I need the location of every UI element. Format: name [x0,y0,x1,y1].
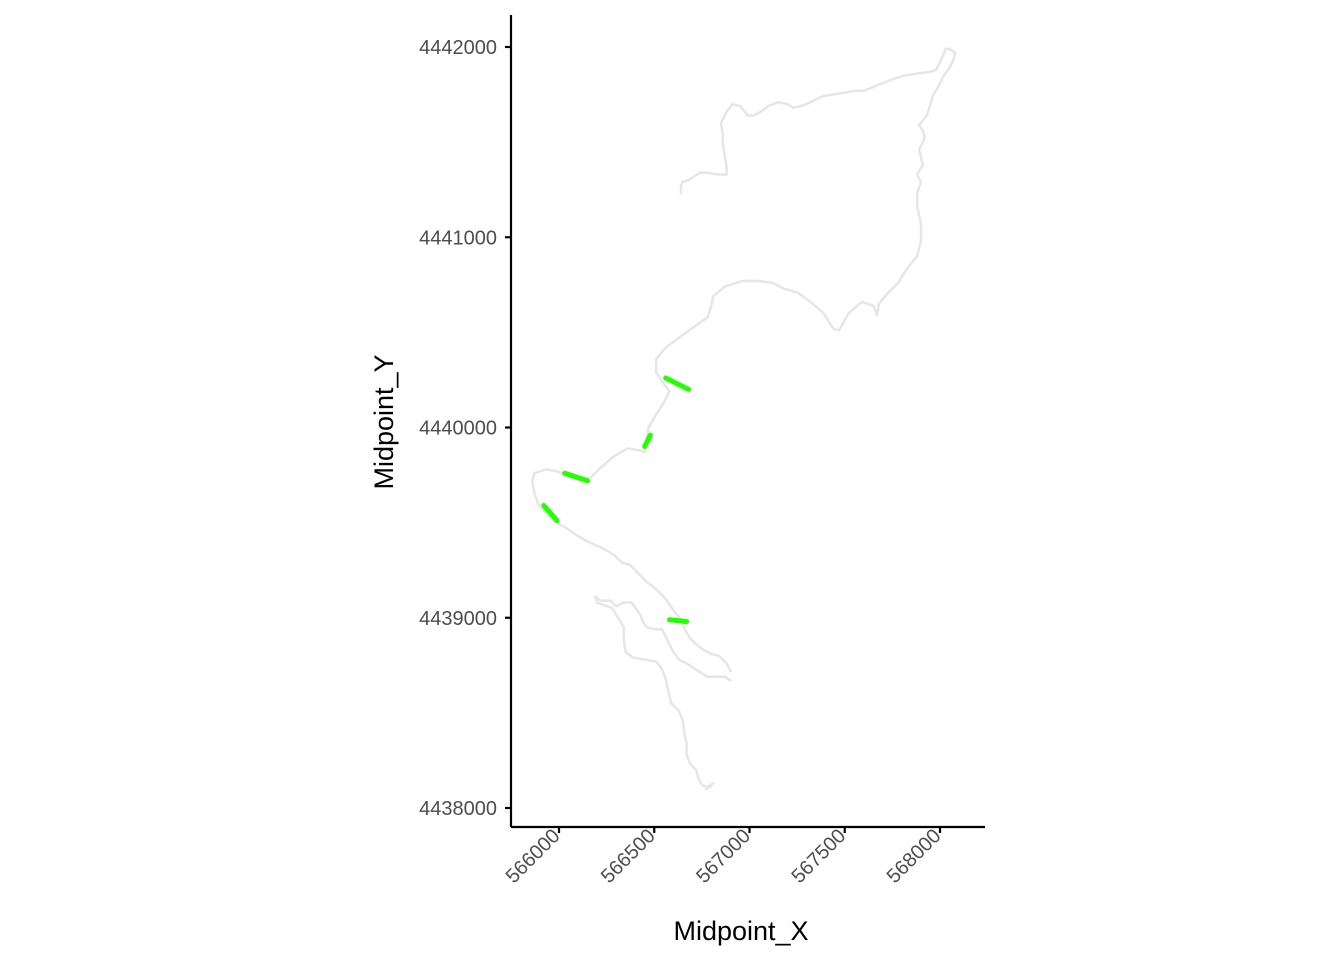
y-axis-title: Midpoint_Y [369,354,399,489]
highlighted-segment [562,470,591,484]
highlighted-segments [541,375,691,625]
x-axis-title: Midpoint_X [673,916,808,946]
highlighted-segment [642,432,653,449]
x-tick-label: 566500 [597,825,660,888]
y-tick-label: 4441000 [419,227,497,249]
highlighted-segment [541,503,560,524]
background-line [593,595,715,791]
x-ticks: 566000 566500 567000 567500 568000 [502,825,946,888]
x-tick-label: 567500 [788,825,851,888]
y-ticks: 4438000 4439000 4440000 4441000 4442000 [419,37,511,820]
x-tick-label: 566000 [502,825,565,888]
background-line [531,471,732,673]
x-tick-label: 567000 [692,825,755,888]
background-line [532,47,957,483]
y-tick-label: 4442000 [419,37,497,59]
highlighted-segment [667,617,690,625]
highlighted-segment [663,375,691,392]
background-coastline-lines [531,47,957,791]
y-tick-label: 4438000 [419,798,497,820]
y-tick-label: 4439000 [419,608,497,630]
y-tick-label: 4440000 [419,418,497,440]
axes [509,15,985,829]
x-tick-label: 568000 [883,825,946,888]
background-line [593,595,732,682]
